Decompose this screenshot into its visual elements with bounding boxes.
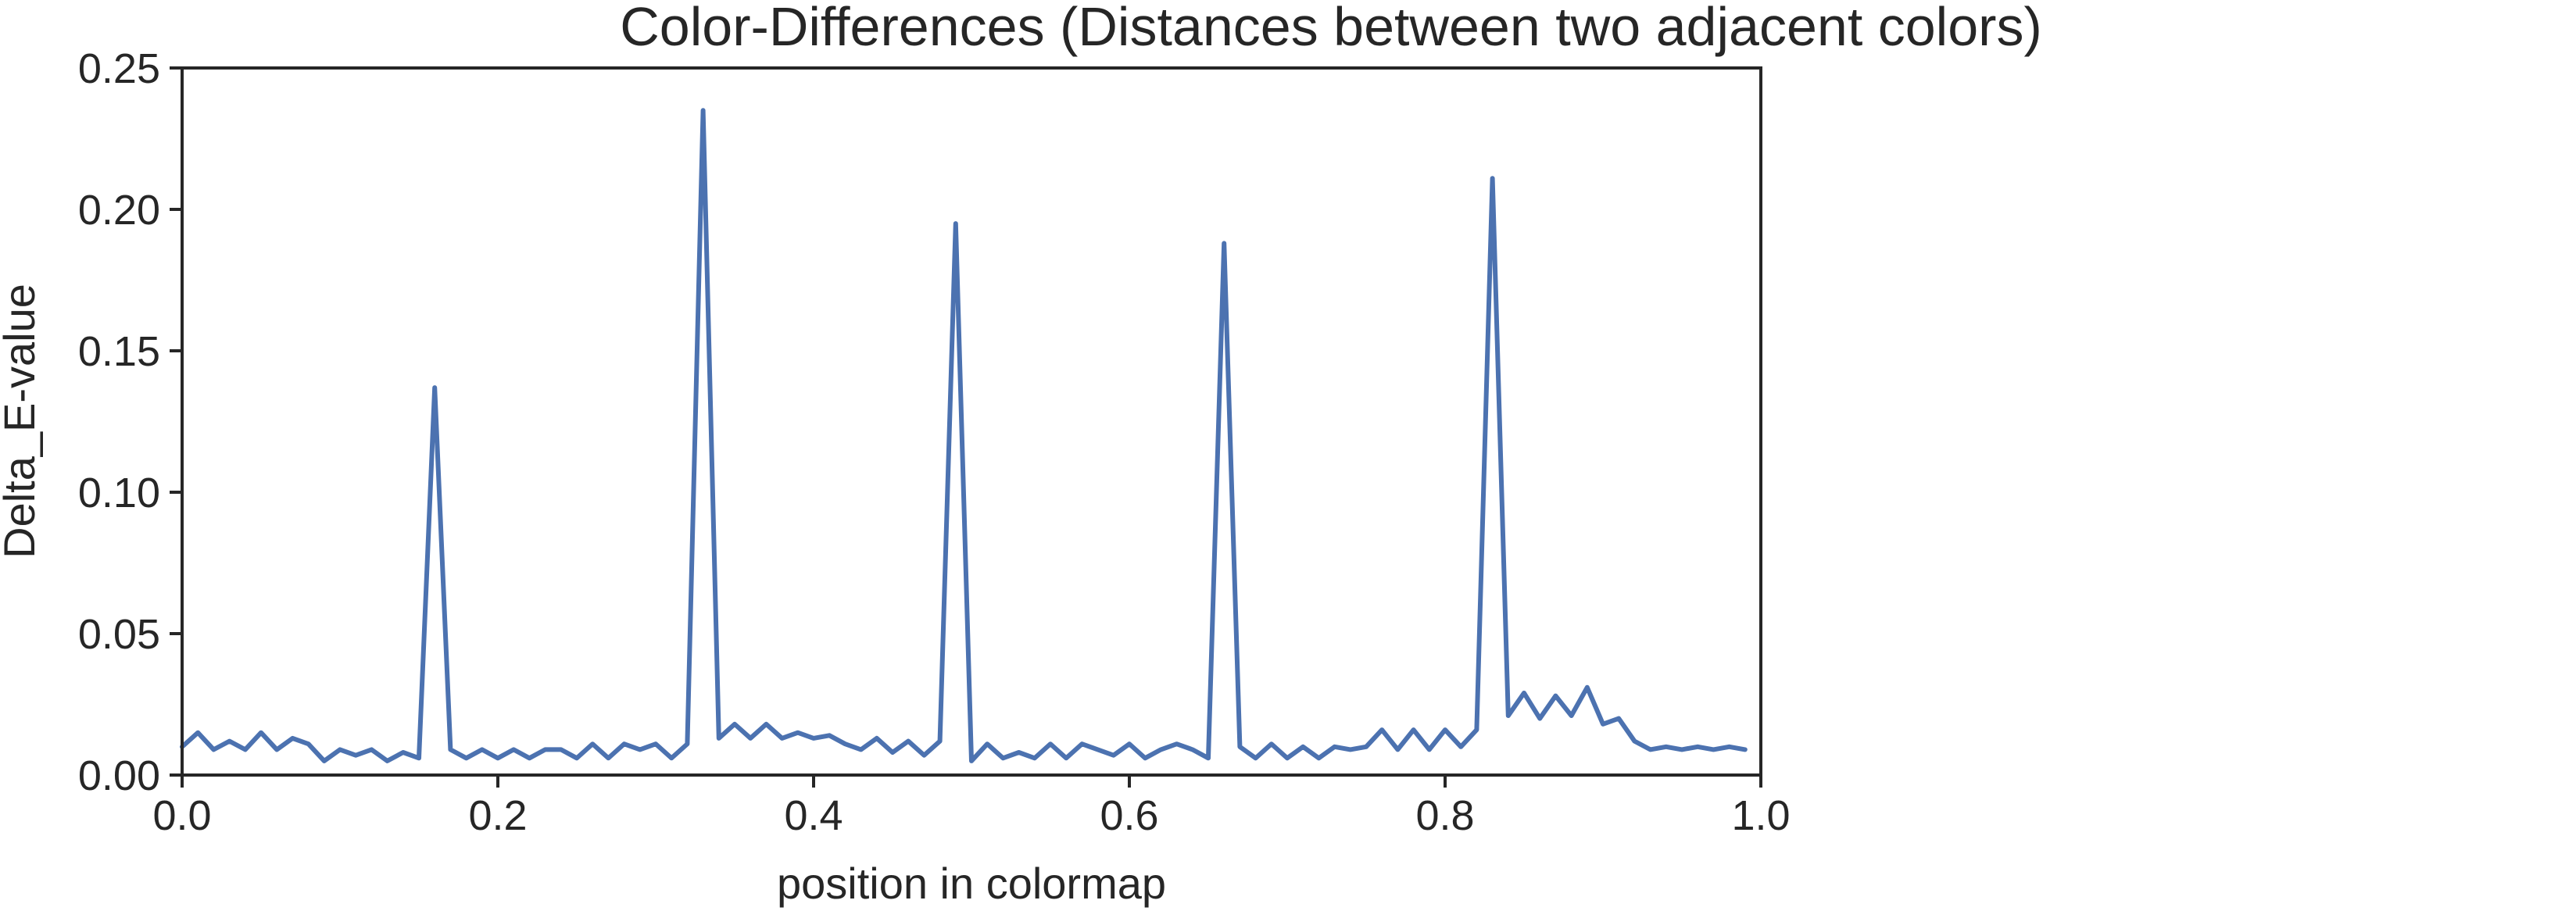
y-tick-label: 0.05 <box>78 611 160 658</box>
x-axis-label: position in colormap <box>777 859 1166 908</box>
y-tick-label: 0.15 <box>78 328 160 375</box>
y-tick-label: 0.25 <box>78 45 160 92</box>
y-axis-label: Delta_E-value <box>0 284 44 559</box>
x-tick-label: 0.4 <box>784 792 843 839</box>
y-tick-label: 0.20 <box>78 187 160 234</box>
chart-title: Color-Differences (Distances between two… <box>620 0 2042 57</box>
delta-e-series-line <box>180 108 1748 763</box>
y-axis: 0.00 0.05 0.10 0.15 0.20 0.25 <box>78 45 182 799</box>
x-tick-label: 0.6 <box>1100 792 1158 839</box>
x-tick-label: 0.0 <box>152 792 211 839</box>
x-tick-label: 1.0 <box>1731 792 1790 839</box>
y-tick-label: 0.00 <box>78 752 160 799</box>
x-tick-label: 0.2 <box>468 792 527 839</box>
y-tick-label: 0.10 <box>78 470 160 516</box>
plot-frame <box>181 66 1762 777</box>
x-axis: 0.0 0.2 0.4 0.6 0.8 1.0 <box>152 775 1791 839</box>
x-tick-label: 0.8 <box>1415 792 1474 839</box>
